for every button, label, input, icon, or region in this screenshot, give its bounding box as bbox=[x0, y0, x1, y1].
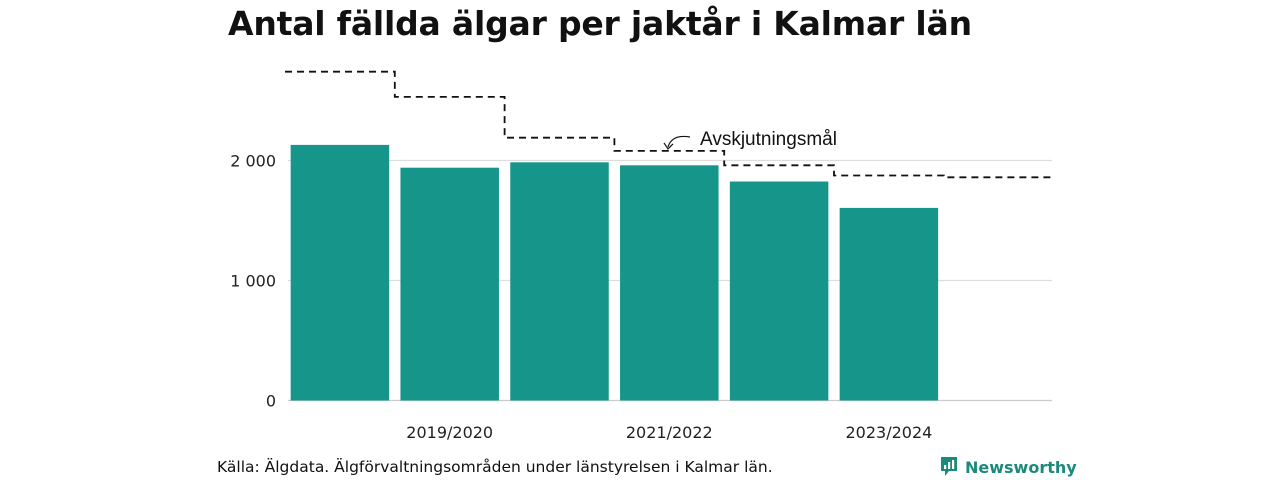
y-tick-label: 2 000 bbox=[230, 152, 276, 171]
y-axis-ticks: 0 1 000 2 000 bbox=[230, 152, 276, 411]
annotation-label: Avskjutningsmål bbox=[700, 129, 837, 150]
x-tick-label: 2021/2022 bbox=[626, 423, 713, 442]
y-tick-label: 0 bbox=[266, 392, 276, 411]
annotation: Avskjutningsmål bbox=[663, 129, 837, 150]
bar bbox=[620, 165, 719, 401]
source-note: Källa: Älgdata. Älgförvaltningsområden u… bbox=[217, 458, 773, 476]
target-step-line bbox=[285, 70, 1054, 179]
x-axis-ticks: 2019/2020 2021/2022 2023/2024 bbox=[406, 423, 932, 442]
newsworthy-logo-icon bbox=[941, 457, 957, 476]
brand-name: Newsworthy bbox=[965, 457, 1077, 477]
bars bbox=[290, 144, 939, 401]
x-tick-label: 2023/2024 bbox=[845, 423, 932, 442]
bar bbox=[400, 167, 499, 401]
y-tick-label: 1 000 bbox=[230, 272, 276, 291]
annotation-arrow-head bbox=[663, 142, 674, 150]
brand-logo: Newsworthy bbox=[939, 456, 1077, 478]
bar bbox=[729, 181, 829, 401]
bar bbox=[510, 162, 609, 401]
x-tick-label: 2019/2020 bbox=[406, 423, 493, 442]
bar bbox=[290, 144, 390, 401]
bar bbox=[839, 207, 939, 401]
chart-title: Antal fällda älgar per jaktår i Kalmar l… bbox=[228, 4, 972, 43]
target-step-line bbox=[285, 70, 1054, 179]
annotation-arrow bbox=[667, 135, 691, 148]
